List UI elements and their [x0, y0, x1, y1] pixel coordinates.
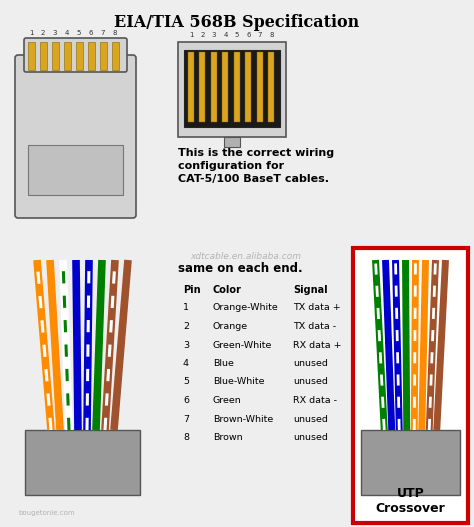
Text: RX data +: RX data + — [293, 340, 342, 349]
FancyBboxPatch shape — [24, 38, 127, 72]
Bar — [112, 42, 119, 70]
Bar — [25, 430, 140, 495]
Text: xdtcable.en.alibaba.com: xdtcable.en.alibaba.com — [190, 252, 301, 261]
Text: unused: unused — [293, 415, 328, 424]
Bar — [353, 248, 468, 523]
Text: 7: 7 — [183, 415, 189, 424]
Text: 6: 6 — [89, 30, 93, 36]
Text: EIA/TIA 568B Specification: EIA/TIA 568B Specification — [114, 14, 360, 31]
Bar — [268, 52, 274, 122]
Bar — [257, 52, 263, 122]
Text: 2: 2 — [201, 32, 205, 38]
Text: 6: 6 — [183, 396, 189, 405]
Text: bougetonie.com: bougetonie.com — [18, 510, 74, 516]
Text: 6: 6 — [246, 32, 251, 38]
Text: Green: Green — [213, 396, 242, 405]
Text: 7: 7 — [258, 32, 262, 38]
Text: 8: 8 — [269, 32, 274, 38]
Bar — [234, 52, 240, 122]
Bar — [28, 42, 35, 70]
Bar — [222, 52, 228, 122]
Text: Orange: Orange — [213, 322, 248, 331]
Bar — [40, 42, 47, 70]
Text: 3: 3 — [212, 32, 216, 38]
Text: unused: unused — [293, 377, 328, 386]
Bar — [361, 430, 460, 495]
Bar — [224, 137, 240, 147]
Bar — [188, 52, 194, 122]
Text: Signal: Signal — [293, 285, 328, 295]
Text: 1: 1 — [189, 32, 193, 38]
Text: 8: 8 — [113, 30, 117, 36]
Text: 8: 8 — [183, 433, 189, 442]
Text: unused: unused — [293, 359, 328, 368]
Text: Pin: Pin — [183, 285, 201, 295]
Text: 4: 4 — [223, 32, 228, 38]
Text: 1: 1 — [183, 304, 189, 313]
Text: UTP
Crossover: UTP Crossover — [375, 487, 446, 515]
Bar — [200, 52, 206, 122]
Text: Brown-White: Brown-White — [213, 415, 273, 424]
Text: Orange-White: Orange-White — [213, 304, 279, 313]
Bar — [184, 50, 280, 127]
Bar — [52, 42, 59, 70]
Text: 7: 7 — [101, 30, 105, 36]
Text: 3: 3 — [53, 30, 57, 36]
Text: Blue: Blue — [213, 359, 234, 368]
Text: TX data +: TX data + — [293, 304, 341, 313]
Text: 5: 5 — [183, 377, 189, 386]
Text: 2: 2 — [183, 322, 189, 331]
Text: Blue-White: Blue-White — [213, 377, 264, 386]
Text: Green-White: Green-White — [213, 340, 273, 349]
Text: 2: 2 — [41, 30, 45, 36]
Bar — [246, 52, 252, 122]
Bar — [88, 42, 95, 70]
FancyBboxPatch shape — [15, 55, 136, 218]
Text: TX data -: TX data - — [293, 322, 336, 331]
Text: Color: Color — [213, 285, 242, 295]
Bar — [28, 145, 123, 195]
Text: 4: 4 — [65, 30, 69, 36]
Bar — [64, 42, 71, 70]
Bar — [178, 42, 286, 137]
Text: 1: 1 — [29, 30, 33, 36]
Text: 3: 3 — [183, 340, 189, 349]
Text: 5: 5 — [235, 32, 239, 38]
Text: 5: 5 — [77, 30, 81, 36]
Bar — [100, 42, 107, 70]
Text: RX data -: RX data - — [293, 396, 337, 405]
Text: 4: 4 — [183, 359, 189, 368]
Text: same on each end.: same on each end. — [178, 262, 302, 275]
Text: This is the correct wiring
configuration for
CAT-5/100 BaseT cables.: This is the correct wiring configuration… — [178, 148, 334, 184]
Bar — [211, 52, 217, 122]
Bar — [76, 42, 83, 70]
Text: unused: unused — [293, 433, 328, 442]
Text: Brown: Brown — [213, 433, 243, 442]
